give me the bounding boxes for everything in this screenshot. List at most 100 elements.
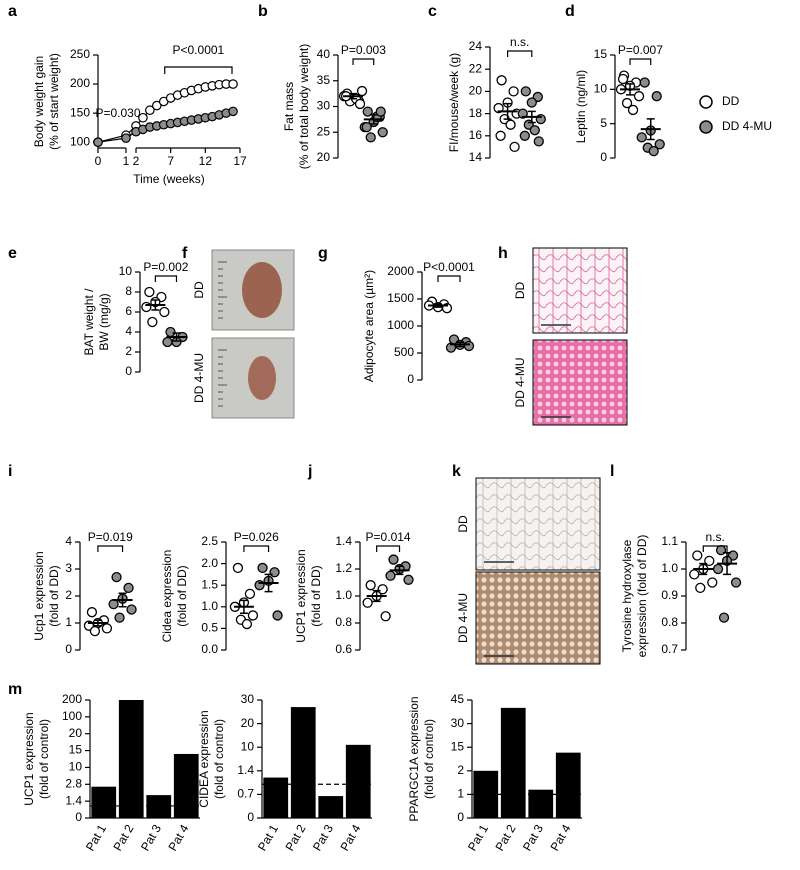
y-axis-label: (fold of control) <box>37 719 51 799</box>
y-axis-label: Body weight gain <box>32 56 46 147</box>
data-point <box>496 75 507 86</box>
data-point <box>636 132 647 143</box>
y-tick-label: 5 <box>600 116 607 130</box>
y-tick-label: 200 <box>70 76 90 90</box>
y-tick-label: 20 <box>469 84 483 98</box>
annotation: P=0.026 <box>234 530 279 544</box>
bracket <box>376 545 401 552</box>
y-tick-label: 200 <box>62 692 82 706</box>
data-point <box>356 85 368 97</box>
y-axis-label: (% of total body weight) <box>297 44 311 169</box>
y-tick-label: 20 <box>317 150 331 164</box>
y-axis-label: FI/mouse/week (g) <box>447 53 461 152</box>
annotation: n.s. <box>510 35 529 49</box>
y-tick-label: 1000 <box>387 318 414 332</box>
panel-letter: g <box>318 245 328 262</box>
data-point <box>633 91 645 102</box>
data-point <box>617 73 629 85</box>
y-tick-label: 3 <box>65 561 72 575</box>
panel-letter: c <box>428 3 437 20</box>
panel-letter: a <box>8 3 17 20</box>
data-point <box>114 612 125 623</box>
data-point <box>695 582 706 594</box>
data-point <box>533 136 544 147</box>
y-tick-label: 1.0 <box>661 561 678 575</box>
x-tick-label: 1 <box>123 154 130 168</box>
panel-letter: e <box>8 245 17 262</box>
annotation: P=0.003 <box>341 43 386 57</box>
data-point <box>89 625 101 637</box>
bar <box>146 795 172 818</box>
panel-letter: d <box>565 3 575 20</box>
error-bar <box>646 118 655 141</box>
annotation: P<0.0001 <box>423 260 475 274</box>
y-axis-label: (% of start weight) <box>47 53 61 150</box>
annotation: P=0.014 <box>366 530 411 544</box>
data-point <box>244 588 256 599</box>
x-tick-label: Pat 3 <box>520 822 546 854</box>
y-tick-label: 6 <box>125 304 132 318</box>
bar <box>118 700 144 818</box>
data-point <box>159 306 170 318</box>
data-point <box>517 108 528 119</box>
y-tick-label: 1 <box>65 615 72 629</box>
y-axis-label: (fold of DD) <box>309 565 323 626</box>
y-tick-label: 250 <box>70 47 90 61</box>
y-tick-label: 10 <box>119 264 133 278</box>
error-bar <box>264 573 273 593</box>
error-bar <box>239 599 248 615</box>
y-tick-label: 8 <box>125 284 132 298</box>
y-tick-label: 0.9 <box>661 588 678 602</box>
bracket <box>507 50 533 57</box>
y-tick-label: 4 <box>65 534 72 548</box>
y-tick-label: 15 <box>594 47 608 61</box>
data-point <box>639 77 650 88</box>
tissue <box>248 356 276 400</box>
bar <box>318 796 344 818</box>
panel-letter: l <box>610 463 614 480</box>
y-tick-label: 0 <box>65 642 72 656</box>
data-point <box>257 562 268 574</box>
y-tick-label: 30 <box>317 99 331 113</box>
error-bar <box>456 341 464 348</box>
y-axis-label: expression (fold of DD) <box>635 535 649 658</box>
panel-letter: m <box>8 681 22 698</box>
y-axis-label: UCP1 expression <box>294 549 308 642</box>
data-point <box>712 563 724 575</box>
x-tick-label: Pat 3 <box>310 822 336 854</box>
data-point <box>141 301 152 313</box>
bracket <box>352 58 375 65</box>
data-point <box>388 554 399 565</box>
x-tick-label: 17 <box>233 154 247 168</box>
data-point <box>362 597 373 608</box>
data-point <box>162 336 173 348</box>
data-point <box>86 607 98 618</box>
bracket <box>97 545 124 552</box>
micrograph <box>475 477 601 571</box>
x-tick-label: 7 <box>167 154 174 168</box>
y-axis-label: UCP1 expression <box>22 712 36 805</box>
bar <box>345 744 371 818</box>
legend-label: DD 4-MU <box>722 119 772 133</box>
bracket <box>154 275 178 282</box>
annotation: n.s. <box>705 530 724 544</box>
y-tick-label: 1500 <box>387 291 414 305</box>
y-axis-label: Leptin (ng/ml) <box>574 70 588 143</box>
y-tick-label: 1.0 <box>201 599 218 613</box>
x-tick-label: Pat 1 <box>255 822 281 854</box>
annotation: P=0.007 <box>618 43 663 57</box>
data-point <box>692 550 703 561</box>
y-tick-label: 0 <box>600 150 607 164</box>
data-point <box>138 112 148 123</box>
x-tick-label: Pat 2 <box>110 822 136 854</box>
data-point <box>228 106 238 117</box>
data-point <box>272 610 283 621</box>
data-point <box>627 104 639 116</box>
data-point <box>495 130 506 141</box>
data-point <box>232 562 244 574</box>
error-bar <box>434 303 442 308</box>
y-tick-label: 2 <box>457 763 464 777</box>
data-point <box>145 105 155 116</box>
x-tick-label: 0 <box>95 154 102 168</box>
bracket <box>629 58 652 65</box>
